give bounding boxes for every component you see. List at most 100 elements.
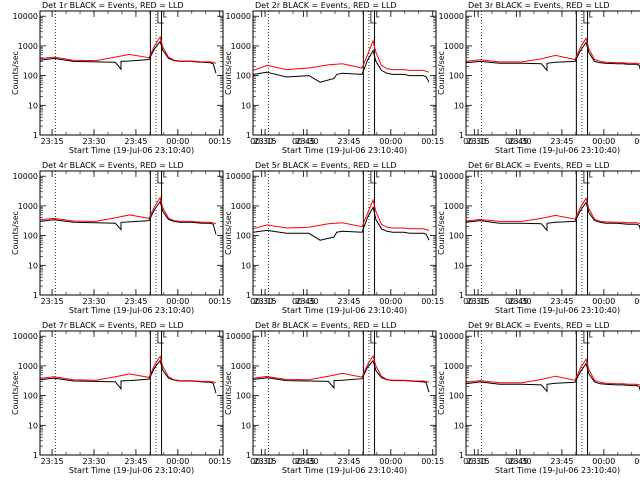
y-tick-label: 1 [459,131,464,140]
series-lld-line [252,39,430,73]
x-tick-label: 00:00 [592,297,615,306]
y-tick-label: 1000 [444,202,464,211]
y-tick-label: 10 [28,261,38,270]
x-tick-label: 00:00 [166,457,189,466]
y-tick-label: 10 [454,261,464,270]
y-tick-label: 10000 [439,12,464,21]
x-tick-label: 23:30 [508,457,531,466]
bracket-marker [163,11,167,18]
x-tick-label: 00:00 [379,137,402,146]
x-tick-label: 23:45 [337,297,360,306]
plot-frame [252,170,437,296]
y-tick-label: 10000 [439,332,464,341]
bracket-marker [583,171,590,184]
x-tick-label: 23:30 [82,457,105,466]
x-tick-label: 23:15 [467,297,490,306]
chart-title: Det 3r BLACK = Events, RED = LLD [468,1,610,10]
y-axis-label: Counts/sec [11,211,20,255]
y-tick-label: 10000 [226,172,251,181]
x-tick-label: 00:15 [421,137,444,146]
bracket-marker [157,331,164,344]
x-tick-label: 23:45 [550,457,573,466]
plot-frame [252,10,437,136]
y-tick-label: 100 [449,232,464,241]
x-tick-label: 00:45 [292,457,315,466]
y-axis-label: Counts/sec [224,371,233,415]
y-tick-label: 1000 [18,202,38,211]
y-tick-label: 100 [236,232,251,241]
x-tick-label: 00:45 [292,297,315,306]
chart-title: Det 7r BLACK = Events, RED = LLD [42,321,184,330]
bracket-marker [589,331,593,338]
chart-title: Det 9r BLACK = Events, RED = LLD [468,321,610,330]
x-tick-label: 00:15 [208,297,231,306]
x-tick-label: 23:45 [124,137,147,146]
x-tick-label: 00:00 [379,457,402,466]
bracket-marker [589,11,593,18]
x-tick-label: 00:45 [505,457,528,466]
bracket-marker [370,11,377,24]
y-tick-label: 100 [449,72,464,81]
plot-frame [465,330,640,456]
x-tick-label: 23:30 [508,297,531,306]
x-axis-label: Start Time (19-Jul-06 23:10:40) [69,466,194,475]
y-tick-label: 1000 [18,42,38,51]
chart-panel: Det 1r BLACK = Events, RED = LLD Counts/s… [11,1,315,155]
x-tick-label: 00:00 [592,137,615,146]
x-axis-label: Start Time (19-Jul-06 23:10:40) [495,466,620,475]
series-lld-line [39,355,217,384]
x-tick-label: 23:15 [254,457,277,466]
x-axis-label: Start Time (19-Jul-06 23:10:40) [495,146,620,155]
y-tick-label: 1000 [444,42,464,51]
y-tick-label: 10 [241,421,251,430]
x-tick-label: 23:45 [124,457,147,466]
y-tick-label: 100 [23,392,38,401]
y-tick-label: 1000 [18,362,38,371]
y-tick-label: 10 [454,421,464,430]
x-tick-label: 23:30 [508,137,531,146]
series-lld-line [465,357,640,386]
x-tick-label: 23:30 [82,297,105,306]
x-tick-label: 00:30 [250,297,273,306]
x-tick-label: 23:15 [467,137,490,146]
y-axis-label: Counts/sec [11,371,20,415]
y-tick-label: 10 [241,101,251,110]
x-tick-label: 00:15 [634,297,640,306]
chart-panel: Det 4r BLACK = Events, RED = LLD Counts/s… [11,161,315,315]
bracket-marker [370,171,377,184]
plot-frame [39,330,224,456]
x-axis-label: Start Time (19-Jul-06 23:10:40) [69,146,194,155]
series-lld-line [465,37,640,65]
series-events-line [465,362,640,393]
y-tick-label: 1 [246,451,251,460]
chart-panel: Det 6r BLACK = Events, RED = LLD Counts/s… [437,161,640,315]
x-tick-label: 00:30 [463,297,486,306]
y-tick-label: 10000 [226,12,251,21]
y-tick-label: 10 [241,261,251,270]
bracket-marker [376,331,380,338]
chart-panel: Det 7r BLACK = Events, RED = LLD Counts/s… [11,321,315,475]
y-tick-label: 1 [33,131,38,140]
chart-panel: Det 9r BLACK = Events, RED = LLD Counts/s… [437,321,640,475]
chart-panel: Det 3r BLACK = Events, RED = LLD Counts/s… [437,1,640,155]
y-tick-label: 1 [459,291,464,300]
x-tick-label: 00:30 [250,137,273,146]
bracket-marker [583,11,590,24]
series-lld-line [465,197,640,225]
y-tick-label: 100 [236,72,251,81]
y-tick-label: 10 [28,421,38,430]
x-tick-label: 00:15 [421,297,444,306]
bracket-marker [157,171,164,184]
chart-title: Det 6r BLACK = Events, RED = LLD [468,161,610,170]
y-tick-label: 1 [459,451,464,460]
bracket-marker [376,11,380,18]
x-tick-label: 23:45 [337,457,360,466]
bracket-marker [583,331,590,344]
chart-panel: Det 2r BLACK = Events, RED = LLD Counts/s… [224,1,528,155]
chart-title: Det 8r BLACK = Events, RED = LLD [255,321,397,330]
plot-frame [465,10,640,136]
bracket-marker [163,331,167,338]
y-tick-label: 1000 [231,362,251,371]
series-events-line [465,201,640,232]
series-events-line [465,41,640,72]
